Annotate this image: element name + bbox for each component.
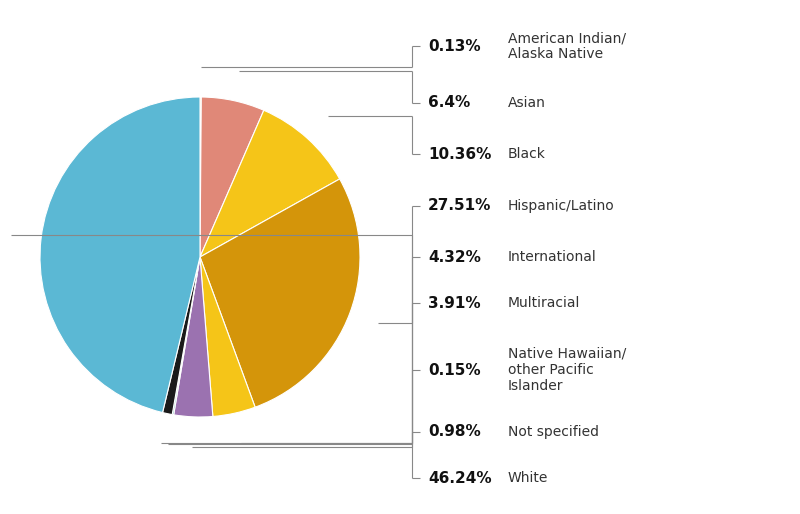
Text: 3.91%: 3.91% (428, 296, 481, 311)
Wedge shape (200, 97, 264, 257)
Text: Not specified: Not specified (508, 425, 599, 439)
Wedge shape (40, 97, 200, 413)
Text: Hispanic/Latino: Hispanic/Latino (508, 198, 614, 213)
Text: 4.32%: 4.32% (428, 249, 481, 265)
Text: White: White (508, 471, 548, 485)
Text: 27.51%: 27.51% (428, 198, 491, 213)
Text: Native Hawaiian/
other Pacific
Islander: Native Hawaiian/ other Pacific Islander (508, 347, 626, 393)
Text: 46.24%: 46.24% (428, 470, 492, 486)
Wedge shape (174, 257, 213, 417)
Text: Asian: Asian (508, 96, 546, 110)
Wedge shape (200, 111, 340, 257)
Text: 0.15%: 0.15% (428, 362, 481, 378)
Text: Multiracial: Multiracial (508, 296, 580, 310)
Text: Black: Black (508, 147, 546, 161)
Wedge shape (172, 257, 200, 415)
Text: International: International (508, 250, 597, 264)
Text: 0.98%: 0.98% (428, 424, 481, 439)
Wedge shape (200, 257, 255, 416)
Wedge shape (162, 257, 200, 415)
Text: 0.13%: 0.13% (428, 39, 481, 54)
Text: American Indian/
Alaska Native: American Indian/ Alaska Native (508, 31, 626, 61)
Wedge shape (200, 179, 360, 407)
Text: 10.36%: 10.36% (428, 146, 491, 162)
Wedge shape (200, 97, 202, 257)
Text: 6.4%: 6.4% (428, 95, 470, 111)
